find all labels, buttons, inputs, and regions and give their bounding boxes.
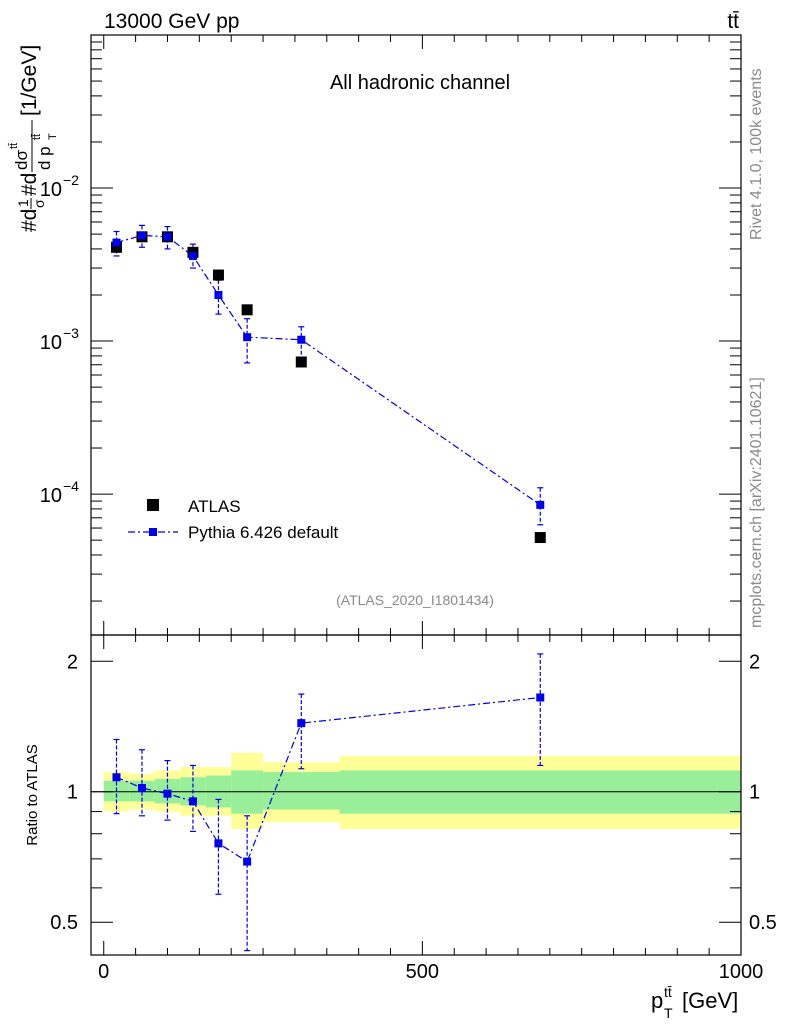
ratio-y-tick-label: 1 [67,782,78,804]
ratio-y-tick-label: 2 [67,651,78,673]
x-axis-title: p tt̄ T [GeV] [651,984,738,1021]
pythia-point [163,232,172,241]
y-axis-title-frac1-num: 1 [15,199,31,207]
main-plot-panel: 10−410−310−2 All hadronic channel (ATLAS… [40,34,742,636]
atlas-point [295,356,307,368]
ratio-y-axis-title: Ratio to ATLAS [24,744,41,845]
main-data [110,224,546,544]
ratio-y-tick-label-right: 1 [749,782,760,804]
ratio-point [214,839,223,848]
y-axis-title-numer: #d [18,209,41,232]
ratio-plot-panel: 0 500 1000 0.5 0.5 1 1 2 2 [50,634,777,983]
pythia-point [243,333,252,342]
ratio-point [297,719,306,728]
y-tick-label-base: 10 [40,179,62,201]
legend: ATLAS Pythia 6.426 default [128,497,339,542]
ratio-bands [103,752,741,830]
y-axis-title-den-sup: tt̄ [31,134,43,140]
x-axis-title-main: p [651,988,663,1013]
side-text-bottom: mcplots.cern.ch [arXiv:2401.10621] [748,377,765,628]
x-axis-title-unit: [GeV] [682,988,738,1013]
legend-atlas-label: ATLAS [188,497,241,516]
side-text-top: Rivet 4.1.0, 100k events [748,68,765,240]
pythia-point [297,335,306,344]
ratio-y-tick-label-right: 0.5 [749,912,777,934]
y-axis-title-unit: [1/GeV] [18,45,41,116]
ratio-y-tick-label-right: 2 [749,651,760,673]
x-axis-title-sup: tt̄ [664,984,672,1000]
pythia-point [112,238,121,247]
header-right: tt̄ [727,10,739,33]
ratio-frame [90,634,742,956]
annotation-label: All hadronic channel [330,72,510,94]
y-axis-title-mid: #d [18,173,41,196]
legend-atlas-marker [147,499,159,511]
main-ticks: 10−410−310−2 [40,34,742,635]
ratio-band-inner [263,772,340,810]
y-tick-label-base: 10 [40,485,62,507]
pythia-point [137,231,146,240]
y-tick-label-exp: −4 [63,478,79,494]
ratio-point [112,773,121,782]
pythia-line [116,234,541,506]
pythia-point [214,290,223,299]
atlas-point [241,304,253,316]
ratio-line [116,696,541,863]
y-axis-title-frac2-num: dσ [12,150,31,170]
legend-pythia-marker [149,528,157,536]
x-axis-title-sub: T [664,1005,673,1021]
y-axis-title: #d 1 σ #d dσ tt̄ d p tt̄ T [1/GeV] [8,45,59,232]
legend-pythia-label: Pythia 6.426 default [188,523,339,542]
ratio-point [188,797,197,806]
pythia-point [536,500,545,509]
ratio-point [536,693,545,702]
ratio-data [112,653,545,952]
ratio-point [163,789,172,798]
header-left: 13000 GeV pp [104,10,239,33]
atlas-point [110,241,122,253]
ratio-point [243,857,252,866]
x-tick-label: 1000 [719,961,764,983]
y-axis-title-frac1-den: σ [31,199,47,208]
y-axis-title-den-sub: T [47,133,59,140]
ratio-point [137,784,146,793]
y-tick-label-exp: −2 [63,172,79,188]
y-axis-title-frac2-den: d p [35,146,54,170]
x-tick-label: 500 [406,961,439,983]
y-axis-title-frac2-sup: tt̄ [8,143,20,149]
main-frame [90,34,742,636]
pythia-point [188,251,197,260]
y-tick-label-exp: −3 [63,325,79,341]
x-tick-label: 0 [98,961,109,983]
y-tick-label-base: 10 [40,332,62,354]
ratio-y-tick-label: 0.5 [50,912,78,934]
atlas-point [212,269,224,281]
atlas-point [534,532,546,544]
analysis-tag: (ATLAS_2020_I1801434) [336,592,494,608]
